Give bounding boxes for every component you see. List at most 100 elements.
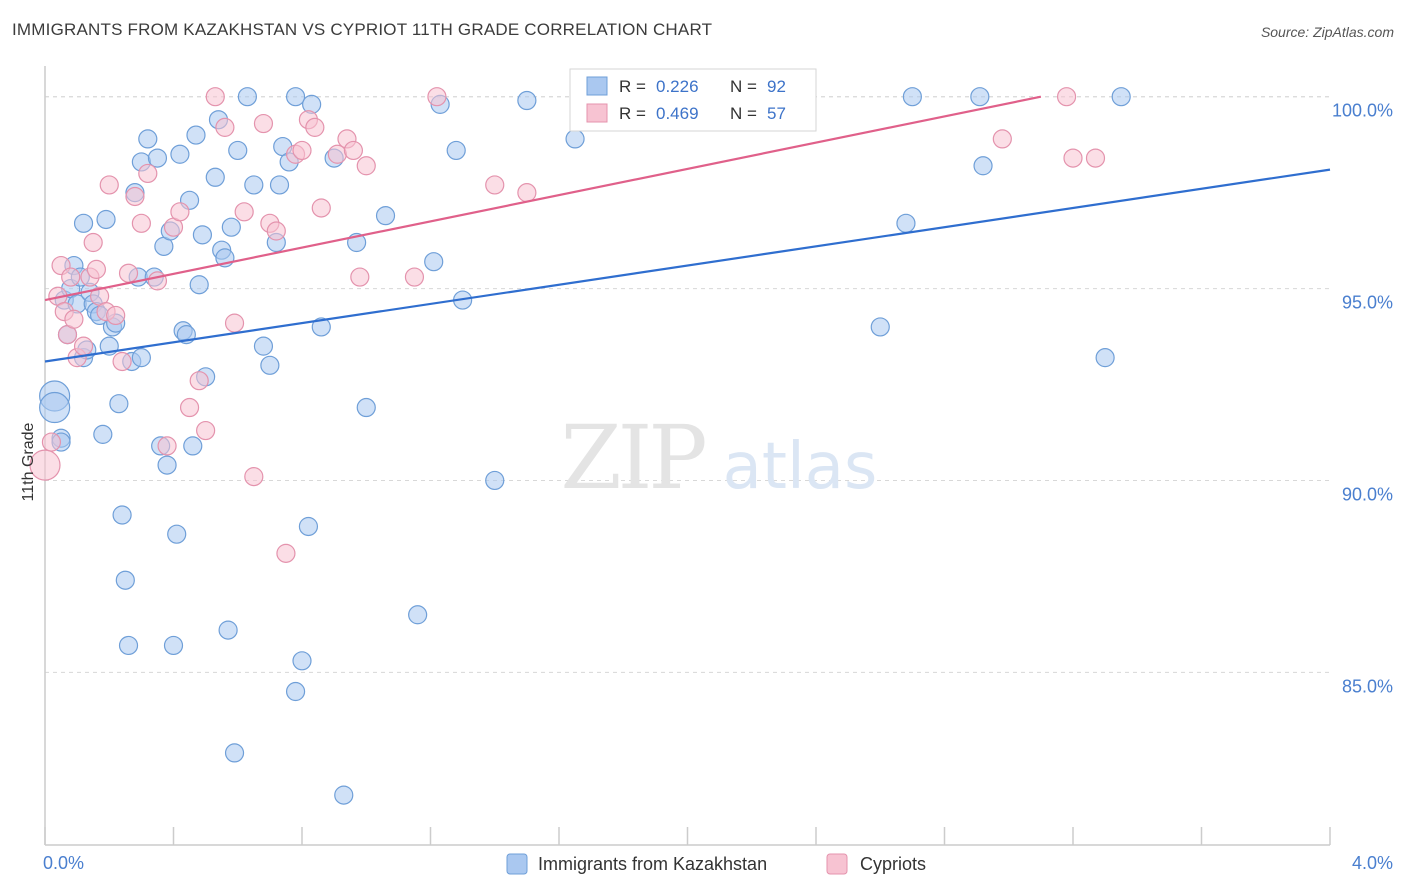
blue-point	[292, 651, 312, 671]
blue-point	[73, 213, 94, 233]
blue-point	[298, 516, 319, 537]
pink-point	[189, 371, 209, 391]
pink-point	[427, 87, 447, 107]
blue-point	[517, 90, 537, 111]
blue-point	[902, 87, 922, 107]
blue-point	[896, 213, 916, 233]
blue-point	[1111, 87, 1131, 107]
pink-point	[305, 117, 325, 137]
pink-point	[112, 351, 132, 372]
series-legend-label-blue: Immigrants from Kazakhstan	[538, 854, 767, 874]
pink-point	[404, 267, 425, 287]
tick-labels: 100.0% 95.0% 90.0% 85.0% 0.0% 4.0%	[43, 101, 1393, 873]
blue-point	[375, 206, 396, 226]
pink-point	[131, 213, 151, 233]
blue-point	[205, 167, 225, 187]
blue-point	[157, 455, 177, 475]
pink-point	[147, 271, 168, 291]
blue-point	[39, 391, 71, 424]
y-tick-label: 90.0%	[1342, 484, 1393, 504]
pink-point	[215, 117, 235, 137]
pink-point	[179, 397, 200, 418]
watermark-atlas: atlas	[723, 430, 878, 504]
y-tick-label: 85.0%	[1342, 676, 1393, 696]
stats-legend-r-label: R =	[619, 77, 646, 96]
pink-point	[292, 140, 312, 161]
stats-legend-n-label: N =	[730, 77, 757, 96]
pink-point	[517, 183, 537, 203]
blue-point	[485, 470, 505, 491]
blue-point	[138, 129, 158, 149]
stats-legend-r-value: 0.226	[656, 77, 699, 96]
pink-point	[41, 432, 62, 452]
trend-lines	[44, 95, 1331, 363]
pink-point	[224, 313, 245, 333]
pink-point	[350, 267, 370, 287]
stats-legend: R = 0.226 N = 92 R = 0.469 N = 57	[569, 68, 817, 132]
blue-point	[565, 129, 585, 149]
pink-point	[73, 336, 94, 356]
pink-point	[86, 259, 107, 279]
blue-point	[163, 635, 184, 656]
pink-point	[205, 87, 225, 107]
pink-point	[118, 263, 139, 283]
blue-point	[424, 252, 444, 272]
watermark: ZIP atlas	[560, 406, 877, 509]
blue-point	[186, 125, 206, 145]
blue-point	[260, 355, 280, 375]
x-tick-label-left: 0.0%	[43, 853, 84, 873]
blue-point	[253, 336, 274, 356]
blue-point	[96, 209, 116, 230]
blue-point	[1095, 348, 1115, 368]
blue-point	[109, 394, 129, 414]
pink-point	[29, 449, 61, 481]
stats-legend-n-value: 57	[767, 104, 786, 123]
stats-legend-swatch-pink	[586, 103, 608, 123]
watermark-zip: ZIP	[560, 406, 705, 509]
blue-point	[237, 87, 257, 107]
pink-point	[234, 202, 254, 222]
chart-source: Source: ZipAtlas.com	[1260, 24, 1394, 40]
pink-point	[1056, 87, 1077, 107]
blue-point	[118, 635, 139, 656]
blue-point	[189, 275, 209, 295]
blue-point	[269, 175, 290, 195]
pink-point	[64, 309, 84, 329]
series-legend: Immigrants from Kazakhstan Cypriots	[506, 853, 926, 875]
blue-point	[93, 424, 113, 444]
pink-point	[253, 113, 274, 134]
stats-legend-n-label: N =	[730, 104, 757, 123]
y-tick-label: 95.0%	[1342, 293, 1393, 313]
series-legend-swatch-blue	[506, 853, 528, 875]
blue-point	[112, 505, 132, 525]
stats-legend-r-label: R =	[619, 104, 646, 123]
blue-point	[147, 148, 168, 168]
blue-point	[131, 348, 151, 368]
pink-point	[125, 186, 145, 207]
blue-point	[183, 436, 203, 456]
blue-point	[285, 87, 306, 107]
blue-point	[311, 317, 331, 337]
blue-point	[285, 681, 306, 702]
pink-point	[83, 232, 103, 253]
blue-point	[167, 524, 187, 544]
pink-point	[992, 129, 1012, 149]
pink-point	[196, 420, 216, 441]
pink-point	[485, 175, 505, 195]
pink-point	[1063, 148, 1083, 168]
stats-legend-frame	[569, 68, 817, 132]
y-tick-label: 100.0%	[1332, 101, 1393, 121]
blue-point	[192, 225, 213, 245]
blue-point	[228, 140, 248, 161]
blue-point	[446, 140, 466, 161]
chart-title: IMMIGRANTS FROM KAZAKHSTAN VS CYPRIOT 11…	[12, 20, 713, 39]
pink-point	[157, 436, 177, 456]
pink-point	[244, 467, 264, 487]
blue-point	[970, 87, 990, 107]
series-legend-label-pink: Cypriots	[860, 854, 926, 874]
pink-point	[170, 202, 190, 222]
pink-point	[311, 198, 331, 218]
x-tick-label-right: 4.0%	[1352, 853, 1393, 873]
pink-point	[1085, 148, 1106, 168]
